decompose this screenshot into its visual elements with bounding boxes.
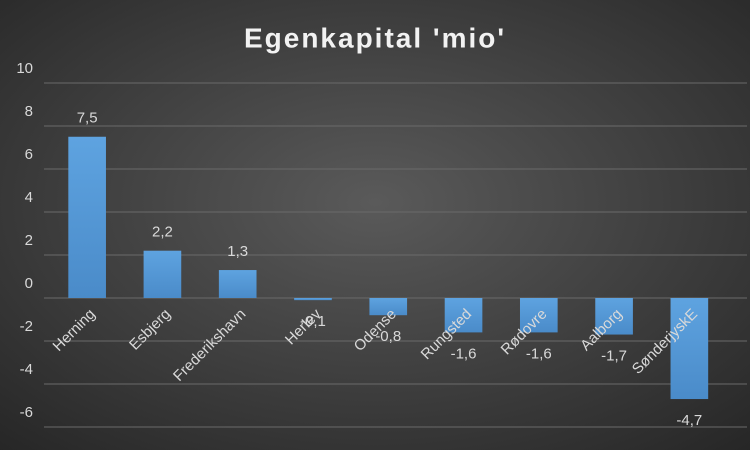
y-tick-label: -4: [20, 361, 33, 378]
y-tick-label: -2: [20, 318, 33, 335]
bar: [218, 270, 257, 298]
data-label: 2,2: [152, 224, 173, 241]
data-label: -0,1: [300, 313, 326, 330]
y-tick-label: 8: [25, 103, 33, 120]
bar: [595, 298, 633, 335]
y-tick-label: 10: [16, 60, 33, 77]
bar: [68, 136, 106, 298]
y-tick-label: 0: [25, 275, 33, 292]
bar: [444, 298, 483, 333]
data-label: -0,8: [375, 328, 401, 345]
data-label: -1,7: [601, 348, 627, 365]
bar: [519, 298, 558, 333]
y-tick-label: 2: [25, 232, 33, 249]
data-label: -4,7: [676, 412, 702, 429]
y-tick-label: 4: [25, 189, 33, 206]
bar: [369, 298, 408, 316]
y-tick-label: -6: [20, 404, 33, 421]
data-label: 1,3: [227, 243, 248, 260]
data-label: -1,6: [451, 345, 477, 362]
bar: [143, 250, 182, 298]
data-label: -1,6: [526, 345, 552, 362]
bar: [670, 298, 709, 400]
bar: [294, 298, 332, 301]
data-label: 7,5: [77, 110, 98, 127]
y-tick-label: 6: [25, 146, 33, 163]
chart-title: Egenkapital 'mio': [244, 22, 506, 53]
